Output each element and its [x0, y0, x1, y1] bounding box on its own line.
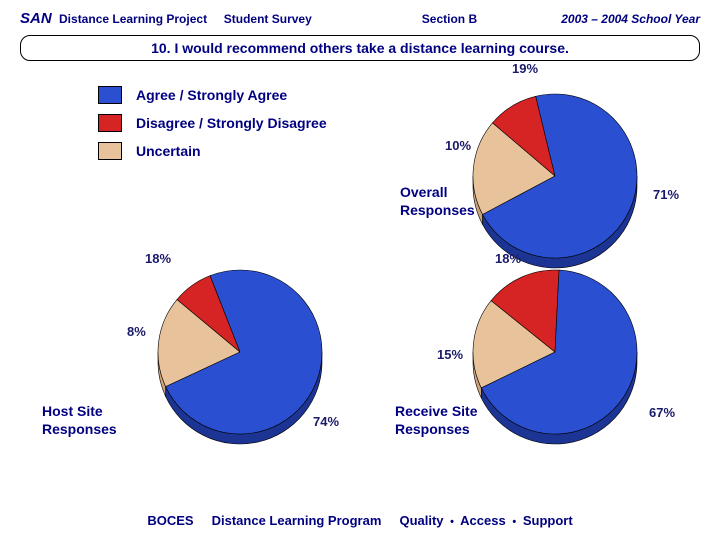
page-header: SAN Distance Learning Project Student Su…: [0, 0, 720, 33]
footer-dot-icon: •: [450, 516, 454, 528]
pct-label: 10%: [445, 138, 471, 153]
question-text: 10. I would recommend others take a dist…: [20, 35, 700, 61]
legend: Agree / Strongly Agree Disagree / Strong…: [98, 86, 327, 170]
pct-label: 19%: [512, 61, 538, 76]
swatch-agree: [98, 86, 122, 104]
header-left: SAN Distance Learning Project Student Su…: [20, 10, 312, 27]
footer-dot-icon: •: [512, 516, 516, 528]
pct-label: 67%: [649, 405, 675, 420]
pct-label: 18%: [145, 251, 171, 266]
swatch-disagree: [98, 114, 122, 132]
footer-tag1: Quality: [399, 513, 443, 528]
pct-label: 8%: [127, 324, 146, 339]
pct-label: 18%: [495, 251, 521, 266]
pct-label: 15%: [437, 347, 463, 362]
chart-title: Host SiteResponses: [42, 403, 117, 438]
header-survey: Student Survey: [224, 12, 312, 26]
footer-org: BOCES: [147, 513, 193, 528]
legend-row-disagree: Disagree / Strongly Disagree: [98, 114, 327, 132]
legend-row-uncertain: Uncertain: [98, 142, 327, 160]
legend-label-disagree: Disagree / Strongly Disagree: [136, 115, 327, 131]
pct-label: 71%: [653, 187, 679, 202]
footer-tag2: Access: [460, 513, 506, 528]
legend-label-agree: Agree / Strongly Agree: [136, 87, 287, 103]
chart-title: Receive SiteResponses: [395, 403, 478, 438]
header-section: Section B: [422, 12, 477, 26]
chart-title: OverallResponses: [400, 184, 475, 219]
legend-label-uncertain: Uncertain: [136, 143, 201, 159]
header-project: Distance Learning Project: [59, 12, 207, 26]
swatch-uncertain: [98, 142, 122, 160]
footer-program: Distance Learning Program: [212, 513, 382, 528]
header-year: 2003 – 2004 School Year: [561, 12, 700, 26]
footer: BOCES Distance Learning Program Quality …: [0, 513, 720, 528]
content-area: Agree / Strongly Agree Disagree / Strong…: [0, 61, 720, 501]
footer-tag3: Support: [523, 513, 573, 528]
pct-label: 74%: [313, 414, 339, 429]
legend-row-agree: Agree / Strongly Agree: [98, 86, 327, 104]
header-san: SAN: [20, 10, 52, 27]
